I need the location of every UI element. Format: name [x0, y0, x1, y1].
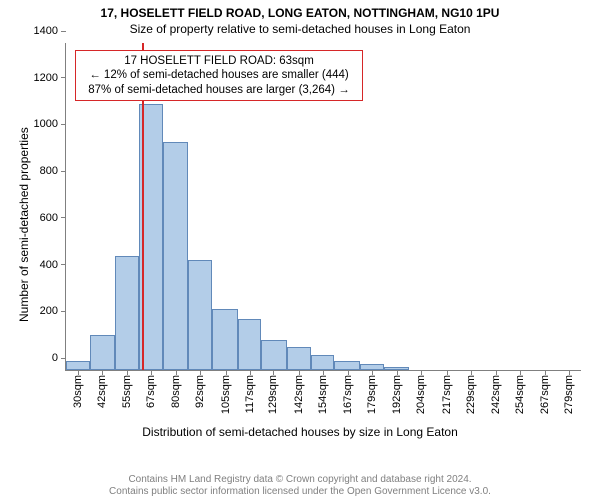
x-tick-label: 92sqm — [194, 375, 206, 408]
annotation-box: 17 HOSELETT FIELD ROAD: 63sqm← 12% of se… — [75, 50, 363, 101]
annotation-line: ← 12% of semi-detached houses are smalle… — [82, 68, 356, 82]
x-tick-label: 105sqm — [220, 375, 232, 414]
histogram-bar — [238, 319, 262, 370]
histogram-bar — [360, 364, 384, 370]
y-tick: 0 — [52, 352, 66, 364]
y-tick: 800 — [40, 165, 66, 177]
histogram-bar — [66, 361, 90, 370]
x-axis-label: Distribution of semi-detached houses by … — [0, 425, 600, 439]
y-tick: 200 — [40, 305, 66, 317]
histogram-bar — [163, 142, 189, 370]
x-tick-label: 279sqm — [563, 375, 575, 414]
x-tick-label: 30sqm — [72, 375, 84, 408]
footer-line: Contains HM Land Registry data © Crown c… — [0, 474, 600, 486]
x-tick-label: 254sqm — [514, 375, 526, 414]
x-tick-label: 267sqm — [539, 375, 551, 414]
page-subtitle: Size of property relative to semi-detach… — [0, 22, 600, 36]
histogram-bar — [311, 355, 335, 370]
footer-attribution: Contains HM Land Registry data © Crown c… — [0, 474, 600, 498]
x-tick-label: 80sqm — [170, 375, 182, 408]
x-tick-label: 42sqm — [96, 375, 108, 408]
y-tick-label: 400 — [40, 259, 58, 271]
y-axis-label: Number of semi-detached properties — [17, 127, 31, 322]
footer-line: Contains public sector information licen… — [0, 486, 600, 498]
x-tick-label: 154sqm — [317, 375, 329, 414]
histogram-bar — [287, 347, 311, 370]
y-tick: 1000 — [34, 118, 66, 130]
y-tick: 1400 — [34, 25, 66, 37]
x-tick-label: 192sqm — [391, 375, 403, 414]
x-tick-label: 129sqm — [267, 375, 279, 414]
histogram-bar — [212, 309, 238, 370]
histogram-bar — [115, 256, 139, 370]
x-tick-label: 117sqm — [244, 375, 256, 413]
y-tick-label: 1200 — [34, 72, 58, 84]
y-tick-label: 1400 — [34, 25, 58, 37]
x-tick-label: 242sqm — [490, 375, 502, 414]
histogram-bar — [334, 361, 360, 370]
y-tick-label: 0 — [52, 352, 58, 364]
histogram-bar — [384, 367, 410, 371]
histogram-bar — [90, 335, 116, 370]
y-tick: 600 — [40, 212, 66, 224]
x-tick-label: 55sqm — [121, 375, 133, 408]
x-tick-label: 204sqm — [415, 375, 427, 414]
x-tick-label: 142sqm — [293, 375, 305, 414]
x-tick-label: 167sqm — [342, 375, 354, 414]
y-tick-label: 1000 — [34, 118, 58, 130]
annotation-line: 87% of semi-detached houses are larger (… — [82, 83, 356, 97]
y-tick-label: 800 — [40, 165, 58, 177]
histogram-bar — [261, 340, 287, 370]
x-tick-label: 217sqm — [441, 375, 453, 414]
chart-root: 17, HOSELETT FIELD ROAD, LONG EATON, NOT… — [0, 0, 600, 500]
histogram-bar — [188, 260, 212, 370]
x-tick-label: 179sqm — [366, 375, 378, 414]
y-tick: 1200 — [34, 72, 66, 84]
y-tick-label: 600 — [40, 212, 58, 224]
page-title: 17, HOSELETT FIELD ROAD, LONG EATON, NOT… — [0, 6, 600, 20]
y-tick: 400 — [40, 259, 66, 271]
annotation-line: 17 HOSELETT FIELD ROAD: 63sqm — [82, 54, 356, 68]
x-tick-label: 229sqm — [465, 375, 477, 414]
x-tick-label: 67sqm — [145, 375, 157, 408]
y-tick-label: 200 — [40, 305, 58, 317]
